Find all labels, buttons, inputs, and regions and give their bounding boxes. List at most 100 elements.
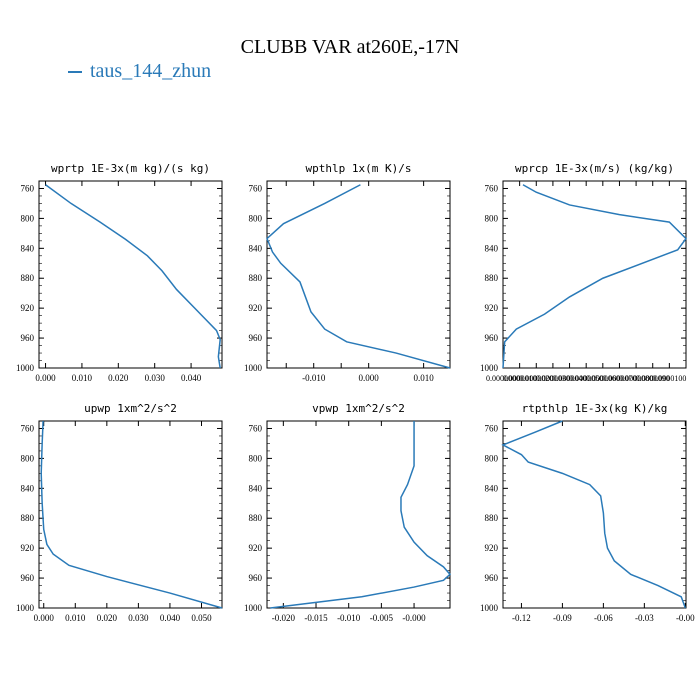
x-tick-label: -0.010 — [337, 613, 361, 623]
y-tick-label: 920 — [249, 303, 263, 313]
series-line — [270, 421, 452, 609]
legend-swatch — [68, 71, 82, 74]
y-tick-label: 840 — [485, 483, 499, 493]
x-tick-label: 0.030 — [145, 373, 166, 383]
legend-label: taus_144_zhun — [90, 60, 212, 82]
x-tick-label: 0.040 — [181, 373, 202, 383]
x-tick-label: 0.010 — [65, 613, 86, 623]
x-tick-label: 0.0000050 — [569, 374, 603, 383]
y-tick-label: 880 — [21, 513, 35, 523]
x-tick-label: 0.040 — [160, 613, 181, 623]
panel-frame — [38, 180, 223, 369]
figure-title: CLUBB VAR at260E,-17N — [240, 36, 460, 58]
y-tick-label: 840 — [485, 243, 499, 253]
x-tick-label: 0.0000090 — [636, 374, 670, 383]
y-tick-label: 960 — [485, 573, 499, 583]
y-tick-label: 960 — [485, 333, 499, 343]
x-tick-label: -0.010 — [302, 373, 326, 383]
x-tick-label: -0.12 — [512, 613, 531, 623]
y-tick-label: 920 — [485, 543, 499, 553]
y-tick-label: 800 — [21, 213, 35, 223]
y-tick-label: 760 — [249, 183, 263, 193]
y-tick-label: 1000 — [480, 603, 499, 613]
series-line — [501, 420, 687, 609]
y-tick-label: 880 — [249, 273, 263, 283]
x-tick-label: 0.000 — [34, 613, 55, 623]
series-line — [266, 184, 451, 369]
x-tick-label: 0.050 — [191, 613, 212, 623]
x-tick-label: 0.030 — [128, 613, 149, 623]
y-tick-label: 1000 — [16, 603, 35, 613]
x-tick-label: 0.000 — [35, 373, 56, 383]
x-tick-label: 0.0000060 — [586, 374, 620, 383]
x-tick-label: 0.0000010 — [503, 374, 537, 383]
x-tick-label: 0.0000000 — [486, 374, 520, 383]
x-tick-label: -0.005 — [370, 613, 394, 623]
y-tick-label: 840 — [21, 243, 35, 253]
y-tick-label: 920 — [21, 543, 35, 553]
panel-frame — [266, 180, 451, 369]
y-tick-label: 760 — [21, 423, 35, 433]
panel-frame — [502, 420, 687, 609]
x-tick-label: 0.020 — [97, 613, 118, 623]
x-tick-label: 0.0000030 — [536, 374, 570, 383]
x-tick-label: 0.0000080 — [619, 374, 653, 383]
y-tick-label: 880 — [485, 513, 499, 523]
y-tick-label: 800 — [485, 213, 499, 223]
y-tick-label: 1000 — [16, 363, 35, 373]
legend: taus_144_zhun — [68, 60, 211, 83]
x-tick-label: 0.0000070 — [602, 374, 636, 383]
panel-title: vpwp 1xm^2/s^2 — [312, 402, 405, 415]
x-tick-label: -0.09 — [553, 613, 572, 623]
panel-frame — [502, 180, 687, 369]
y-tick-label: 800 — [485, 453, 499, 463]
x-tick-label: 0.000 — [359, 373, 380, 383]
x-tick-label: -0.015 — [304, 613, 328, 623]
y-tick-label: 800 — [21, 453, 35, 463]
y-tick-label: 760 — [485, 423, 499, 433]
x-tick-label: 0.010 — [413, 373, 434, 383]
panel-title: upwp 1xm^2/s^2 — [84, 402, 177, 415]
y-tick-label: 920 — [249, 543, 263, 553]
x-tick-label: -0.020 — [272, 613, 296, 623]
series-line — [45, 184, 221, 369]
y-tick-label: 880 — [249, 513, 263, 523]
y-tick-label: 880 — [485, 273, 499, 283]
series-line — [502, 184, 687, 369]
y-tick-label: 760 — [21, 183, 35, 193]
panel-title: wprcp 1E-3x(m/s) (kg/kg) — [515, 162, 674, 175]
x-tick-label: -0.000 — [402, 613, 426, 623]
x-tick-label: -0.06 — [594, 613, 613, 623]
y-tick-label: 960 — [21, 573, 35, 583]
panel-title: wpthlp 1x(m K)/s — [306, 162, 412, 175]
y-tick-label: 840 — [21, 483, 35, 493]
panel-frame — [38, 420, 223, 609]
y-tick-label: 1000 — [244, 603, 263, 613]
x-tick-label: 0.0000040 — [553, 374, 587, 383]
y-tick-label: 840 — [249, 483, 263, 493]
y-tick-label: 960 — [249, 573, 263, 583]
y-tick-label: 760 — [485, 183, 499, 193]
x-tick-label: 0.0000100 — [652, 374, 686, 383]
x-tick-label: -0.00 — [676, 613, 695, 623]
panel-frame — [266, 420, 451, 609]
x-tick-label: 0.020 — [108, 373, 129, 383]
y-tick-label: 920 — [485, 303, 499, 313]
y-tick-label: 800 — [249, 453, 263, 463]
y-tick-label: 1000 — [480, 363, 499, 373]
y-tick-label: 920 — [21, 303, 35, 313]
y-tick-label: 800 — [249, 213, 263, 223]
y-tick-label: 880 — [21, 273, 35, 283]
y-tick-label: 760 — [249, 423, 263, 433]
panel-title: wprtp 1E-3x(m kg)/(s kg) — [51, 162, 210, 175]
series-line — [40, 420, 223, 609]
y-tick-label: 960 — [249, 333, 263, 343]
y-tick-label: 960 — [21, 333, 35, 343]
x-tick-label: 0.010 — [72, 373, 93, 383]
y-tick-label: 840 — [249, 243, 263, 253]
panel-title: rtpthlp 1E-3x(kg K)/kg — [522, 402, 668, 415]
y-tick-label: 1000 — [244, 363, 263, 373]
x-tick-label: -0.03 — [635, 613, 654, 623]
x-tick-label: 0.0000020 — [519, 374, 553, 383]
